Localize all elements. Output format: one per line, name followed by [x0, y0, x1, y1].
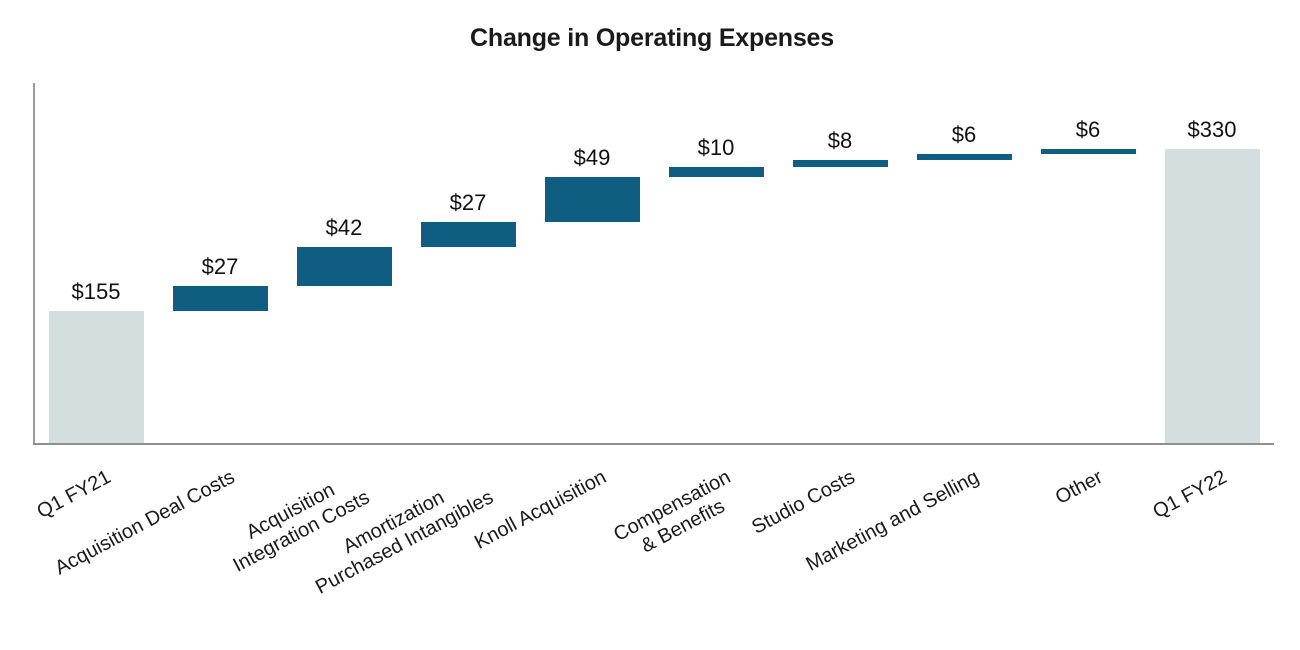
bar-total [48, 310, 144, 443]
y-axis-line [33, 83, 35, 445]
value-label: $155 [71, 278, 121, 304]
bar-delta [792, 159, 888, 168]
value-label: $6 [951, 122, 977, 148]
bar-delta [916, 154, 1012, 160]
category-label: Compensation & Benefits [610, 466, 735, 558]
value-label: $10 [697, 135, 735, 161]
value-label: $42 [325, 214, 363, 240]
x-axis-line [33, 443, 1274, 445]
bar-delta [172, 285, 268, 311]
value-label: $330 [1187, 116, 1237, 142]
category-label: Q1 FY21 [33, 466, 115, 524]
category-label: Other [1051, 466, 1107, 509]
bar-delta [1040, 148, 1136, 155]
value-label: $49 [573, 144, 611, 170]
category-label: Knoll Acquisition [471, 466, 611, 554]
bar-delta [544, 176, 640, 222]
bar-delta [420, 221, 516, 247]
value-label: $8 [827, 127, 853, 153]
value-label: $27 [449, 189, 487, 215]
bar-delta [668, 167, 764, 177]
category-label: Studio Costs [747, 466, 859, 539]
bar-total [1164, 148, 1260, 443]
value-label: $6 [1075, 116, 1101, 142]
category-label: Q1 FY22 [1149, 466, 1231, 524]
value-label: $27 [201, 253, 239, 279]
chart-title: Change in Operating Expenses [470, 24, 834, 52]
bar-delta [296, 246, 392, 286]
